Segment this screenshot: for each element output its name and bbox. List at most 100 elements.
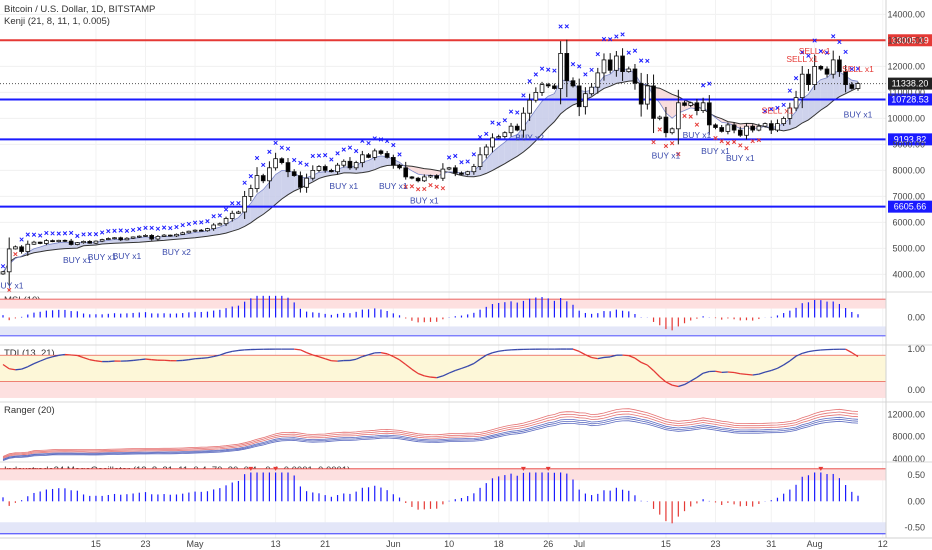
msi-upper-zone — [0, 299, 886, 309]
level-tag — [888, 34, 932, 47]
band-segment — [808, 84, 815, 120]
tdi-line — [337, 359, 344, 362]
mega-sell-arrow — [520, 466, 526, 471]
tdi-line — [213, 354, 220, 358]
band-segment — [133, 237, 140, 243]
band-segment — [380, 156, 388, 168]
candle-body — [322, 166, 328, 171]
buy-signal-label: BUY x1 — [726, 153, 755, 163]
candle-body — [260, 175, 266, 182]
band-segment — [343, 166, 350, 173]
psar-marker — [583, 72, 588, 77]
psar-marker — [50, 231, 55, 236]
level-label: 6605.66 — [894, 202, 927, 212]
psar-marker — [118, 228, 123, 233]
candle-body — [471, 166, 477, 173]
psar-marker — [335, 151, 340, 156]
psar-marker — [248, 174, 253, 179]
tdi-line — [684, 380, 692, 386]
psar-marker — [0, 264, 6, 269]
candle-body — [316, 166, 322, 171]
band-segment — [238, 210, 245, 230]
tdi-line — [368, 352, 375, 356]
psar-marker — [756, 137, 762, 143]
last-price-tag — [888, 77, 932, 90]
band-segment — [511, 134, 518, 160]
psar-marker — [750, 138, 755, 144]
candle-body — [6, 248, 12, 273]
tdi-line — [355, 355, 363, 360]
candle-body — [236, 211, 241, 214]
band-segment — [498, 142, 505, 168]
candle-body — [812, 66, 817, 86]
msi-lower-zone — [0, 326, 886, 336]
psar-marker — [366, 140, 371, 146]
candle-body — [477, 154, 483, 167]
psar-marker — [669, 141, 675, 146]
tdi-line — [300, 349, 307, 354]
band-segment — [529, 109, 536, 147]
tdi-line — [628, 355, 636, 359]
candle-body — [688, 102, 694, 106]
candle-body — [186, 230, 192, 234]
psar-marker — [292, 157, 297, 163]
psar-marker — [174, 224, 179, 230]
candle-body — [347, 160, 353, 169]
candle-body — [607, 59, 613, 71]
candle-body — [285, 162, 291, 173]
psar-marker — [558, 24, 563, 29]
psar-marker — [824, 50, 830, 55]
candle-body — [806, 73, 811, 85]
candle-body — [180, 232, 185, 235]
tdi-line — [808, 349, 815, 353]
candle-body — [843, 71, 848, 85]
candle-body — [558, 53, 563, 89]
tdi-line — [640, 361, 648, 366]
psar-marker — [502, 118, 508, 123]
psar-marker — [415, 187, 421, 192]
candle-body — [353, 162, 359, 169]
candle-body — [490, 137, 495, 148]
band-segment — [566, 80, 573, 109]
psar-marker — [372, 136, 377, 141]
candle-body — [44, 240, 49, 244]
candle-body — [440, 168, 446, 179]
band-segment — [492, 146, 499, 171]
level-tag — [888, 200, 932, 213]
psar-marker — [855, 66, 861, 71]
tdi-line — [95, 360, 103, 363]
tdi-line — [232, 349, 239, 353]
tdi-line — [758, 371, 766, 375]
candle-body — [434, 175, 440, 179]
band-segment — [52, 242, 59, 250]
candle-body — [793, 97, 799, 109]
candle-body — [657, 116, 663, 119]
psar-marker — [310, 153, 315, 159]
mega-sell-arrow — [248, 466, 254, 471]
band-segment — [802, 94, 809, 123]
psar-marker — [93, 232, 99, 237]
tdi-line — [461, 365, 468, 370]
psar-marker — [7, 287, 12, 293]
pane-tick-label: 8000.00 — [892, 432, 925, 442]
candle-body — [68, 240, 74, 245]
band-segment — [783, 118, 790, 131]
candle-body — [75, 242, 80, 245]
candle-body — [614, 55, 619, 71]
candle-body — [750, 125, 755, 131]
tdi-line — [318, 356, 326, 360]
time-tick-label: 23 — [710, 539, 720, 549]
psar-marker — [725, 141, 731, 146]
candle-body — [713, 124, 718, 128]
price-tick-label: 5000.00 — [892, 243, 925, 253]
candle-body — [372, 150, 378, 158]
candle-body — [211, 224, 216, 230]
candle-body — [669, 128, 675, 134]
time-tick-label: 21 — [320, 539, 330, 549]
psar-marker — [397, 152, 402, 157]
candle-body — [514, 125, 520, 131]
candle-body — [31, 241, 37, 245]
candle-body — [570, 80, 576, 87]
tdi-line — [473, 358, 481, 365]
